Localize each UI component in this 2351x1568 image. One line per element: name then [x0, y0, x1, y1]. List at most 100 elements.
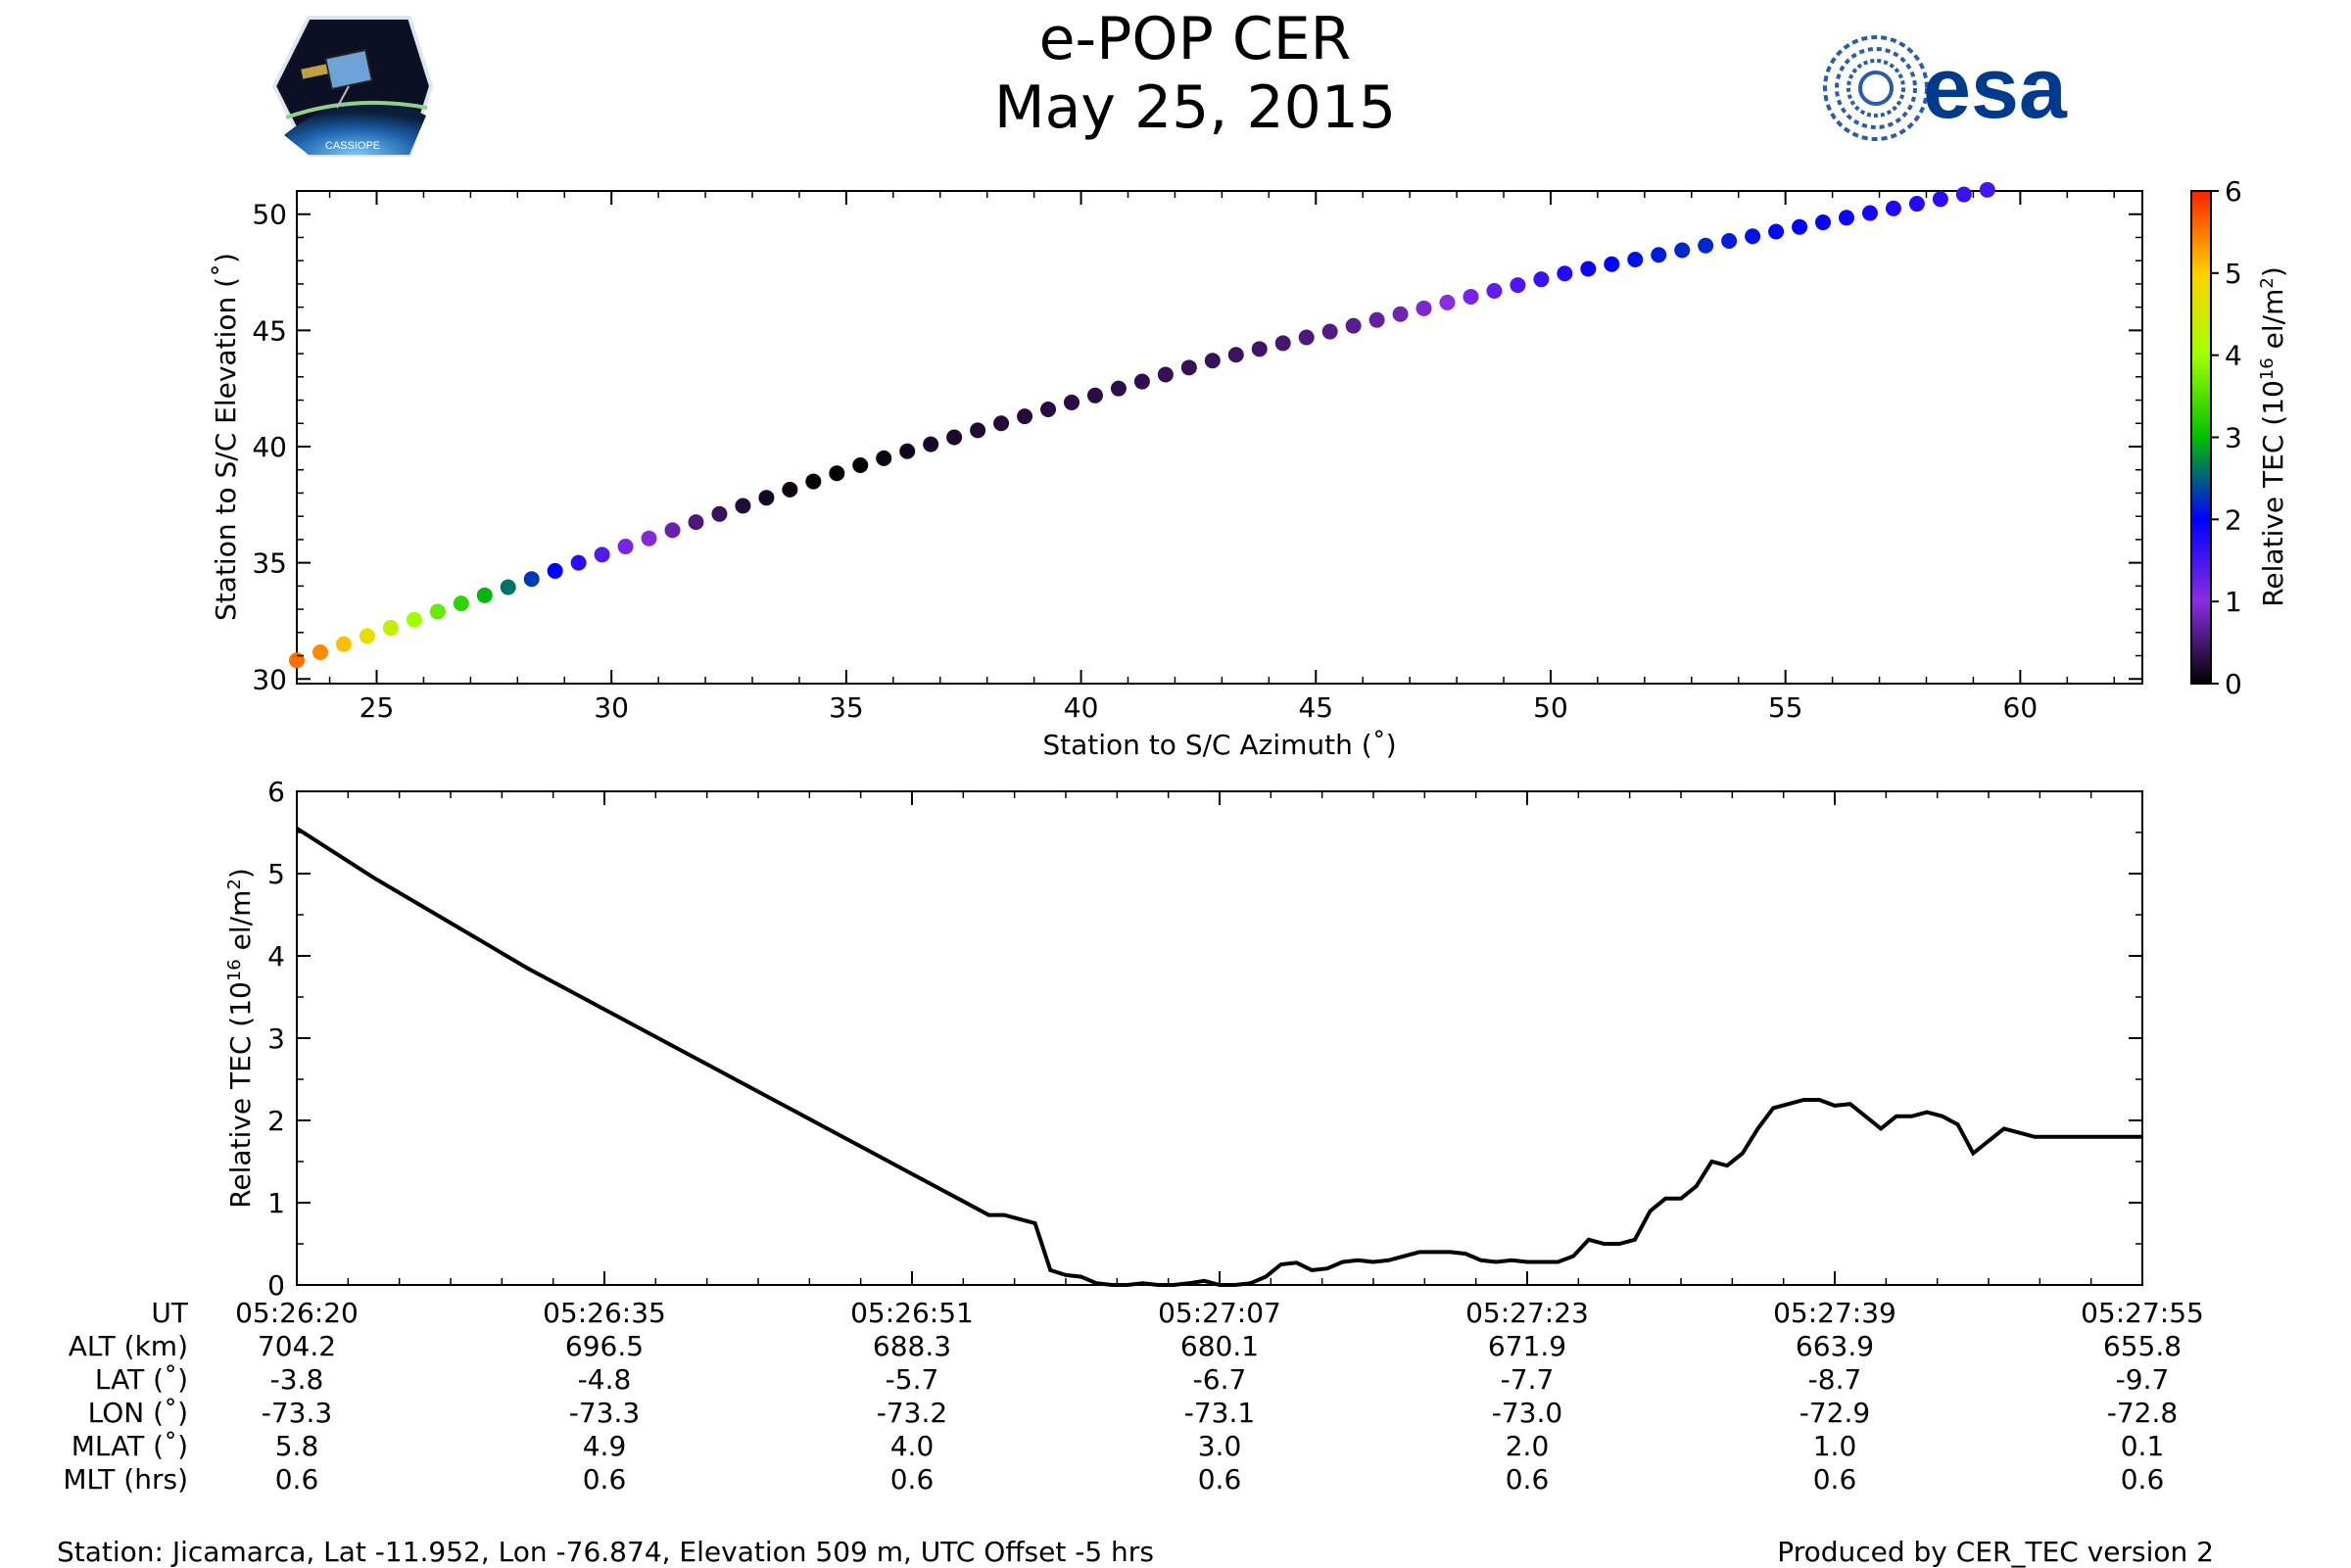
- scatter-point-31: [1017, 408, 1033, 425]
- table-cell-mlt: 0.6: [1812, 1463, 1857, 1496]
- scatter-point-0: [289, 652, 305, 669]
- scatter-point-20: [758, 490, 775, 506]
- scatter-point-5: [406, 611, 422, 628]
- scatter-point-44: [1321, 323, 1338, 340]
- scatter-x-tick-label: 40: [1064, 691, 1099, 724]
- scatter-point-4: [382, 620, 399, 637]
- table-cell-ut: 05:26:20: [235, 1297, 359, 1329]
- table-cell-lon: -73.0: [1491, 1397, 1563, 1429]
- scatter-point-71: [1955, 186, 1972, 203]
- scatter-point-14: [617, 539, 634, 555]
- table-cell-alt: 696.5: [564, 1330, 645, 1362]
- tec-y-tick-label: 1: [267, 1187, 285, 1219]
- table-cell-mlat: 4.0: [889, 1430, 935, 1462]
- scatter-point-13: [594, 546, 610, 563]
- esa-logo-text: esa: [1923, 39, 2068, 136]
- scatter-y-tick-label: 50: [252, 199, 287, 231]
- tec-y-tick-label: 3: [267, 1022, 285, 1055]
- scatter-point-51: [1486, 283, 1503, 300]
- scatter-point-58: [1651, 247, 1667, 263]
- table-cell-lon: -73.1: [1183, 1397, 1256, 1429]
- scatter-x-tick-label: 45: [1298, 691, 1333, 724]
- colorbar-tick-label: 0: [2225, 668, 2242, 700]
- table-cell-alt: 655.8: [2102, 1330, 2183, 1362]
- table-cell-mlat: 5.8: [274, 1430, 319, 1462]
- scatter-point-15: [641, 530, 657, 546]
- table-cell-alt: 704.2: [257, 1330, 337, 1362]
- scatter-point-60: [1698, 237, 1714, 254]
- scatter-point-10: [523, 571, 540, 588]
- tec-y-tick-label: 4: [267, 940, 285, 973]
- table-row-label: MLAT (˚): [71, 1430, 188, 1462]
- table-cell-mlt: 0.6: [2120, 1463, 2165, 1496]
- scatter-x-tick-label: 55: [1768, 691, 1803, 724]
- scatter-point-39: [1204, 353, 1221, 369]
- colorbar-tick-label: 1: [2225, 586, 2242, 618]
- tec-y-axis-label: Relative TEC (1016 el/m2): [224, 868, 258, 1209]
- table-cell-lat: -6.7: [1192, 1363, 1247, 1396]
- scatter-point-27: [923, 436, 939, 452]
- scatter-y-axis-label: Station to S/C Elevation (˚): [210, 253, 242, 621]
- scatter-point-55: [1580, 261, 1597, 277]
- scatter-point-29: [970, 422, 986, 439]
- scatter-x-ticks: 25 30 35 40 45 50 55 60: [328, 191, 2115, 724]
- esa-logo: esa: [1823, 35, 2068, 141]
- table-cell-lon: -73.2: [876, 1397, 948, 1429]
- scatter-point-18: [711, 505, 728, 522]
- satellite-icon: [301, 48, 374, 109]
- page-title: e-POP CER: [1038, 5, 1352, 73]
- table-cell-lat: -8.7: [1807, 1363, 1862, 1396]
- scatter-point-6: [429, 603, 446, 620]
- scatter-point-19: [735, 498, 751, 514]
- cassiope-logo: CASSIOPE: [271, 16, 434, 157]
- scatter-point-17: [688, 514, 704, 531]
- scatter-point-65: [1815, 214, 1832, 231]
- table-cell-mlt: 0.6: [582, 1463, 627, 1496]
- scatter-y-tick-label: 40: [252, 431, 287, 463]
- scatter-point-22: [805, 473, 822, 490]
- colorbar-tick-label: 2: [2225, 503, 2242, 536]
- scatter-point-30: [993, 415, 1010, 432]
- scatter-point-3: [359, 628, 375, 644]
- table-cell-lon: -73.3: [568, 1397, 641, 1429]
- scatter-point-64: [1792, 218, 1808, 235]
- scatter-y-tick-label: 30: [252, 663, 287, 695]
- table-cell-ut: 05:27:23: [1465, 1297, 1589, 1329]
- scatter-x-axis-label: Station to S/C Azimuth (˚): [1042, 729, 1396, 761]
- scatter-point-43: [1298, 329, 1315, 346]
- colorbar-tick-label: 3: [2225, 422, 2242, 454]
- colorbar-tick-label: 5: [2225, 258, 2242, 290]
- producer-info: Produced by CER_TEC version 2: [1777, 1536, 2214, 1568]
- scatter-point-70: [1932, 191, 1948, 208]
- esa-globe-icon: [1823, 35, 1929, 141]
- table-row-label: LAT (˚): [94, 1363, 188, 1396]
- table-cell-ut: 05:27:55: [2081, 1297, 2204, 1329]
- scatter-point-9: [500, 579, 516, 595]
- scatter-point-12: [570, 554, 587, 571]
- scatter-point-28: [946, 429, 963, 446]
- scatter-point-69: [1908, 196, 1925, 213]
- table-cell-lat: -3.8: [269, 1363, 324, 1396]
- scatter-point-2: [335, 636, 352, 652]
- table-cell-mlat: 3.0: [1197, 1430, 1242, 1462]
- scatter-y-tick-label: 35: [252, 547, 287, 580]
- table-row-label: LON (˚): [87, 1397, 188, 1429]
- scatter-point-59: [1674, 242, 1691, 259]
- table-cell-alt: 663.9: [1795, 1330, 1875, 1362]
- tec-y-tick-label: 5: [267, 858, 285, 890]
- table-cell-lat: -4.8: [577, 1363, 632, 1396]
- table-cell-alt: 688.3: [872, 1330, 952, 1362]
- tec-x-ticks: [296, 791, 2143, 1285]
- scatter-point-52: [1510, 277, 1526, 294]
- tec-line-plot-frame: [296, 790, 2143, 1286]
- scatter-x-tick-label: 35: [829, 691, 864, 724]
- colorbar-ticks: 0 1 2 3 4 5 6: [2211, 175, 2242, 700]
- page-date: May 25, 2015: [993, 73, 1397, 142]
- scatter-point-34: [1086, 387, 1103, 404]
- table-cell-alt: 671.9: [1487, 1330, 1567, 1362]
- table-cell-mlt: 0.6: [889, 1463, 935, 1496]
- scatter-point-61: [1721, 233, 1738, 250]
- scatter-point-23: [829, 465, 845, 482]
- tec-series-line: [295, 827, 2142, 1287]
- table-cell-mlat: 1.0: [1812, 1430, 1857, 1462]
